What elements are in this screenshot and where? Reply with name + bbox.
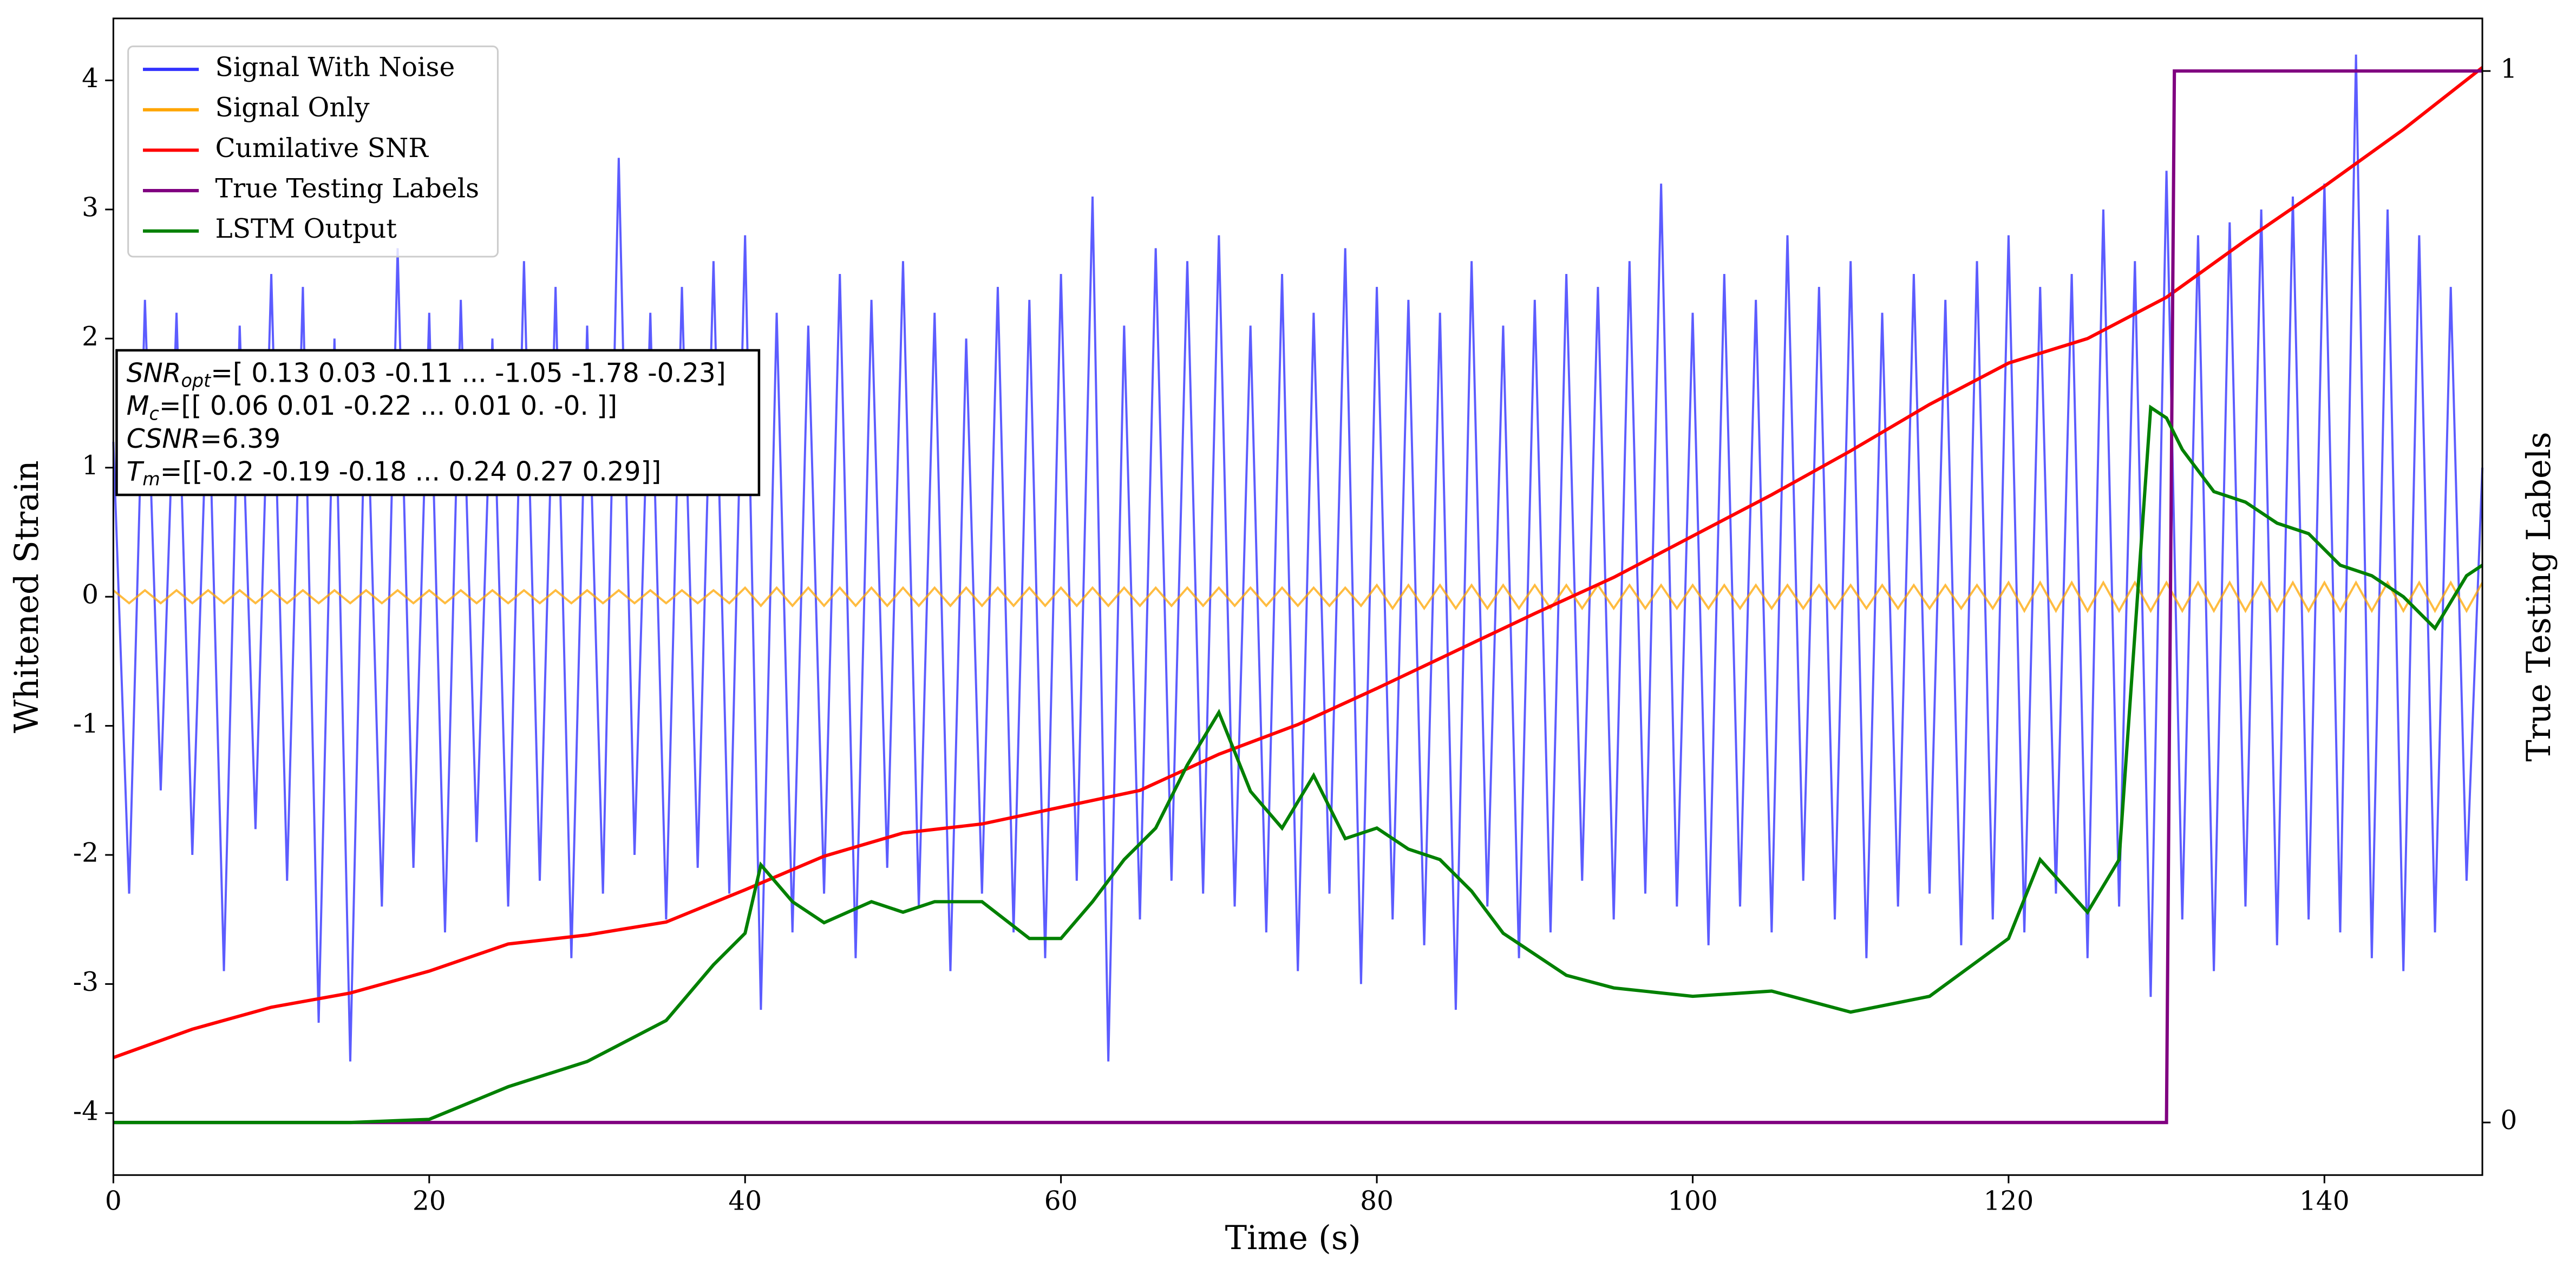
annotation: SNRopt=[ 0.13 0.03 -0.11 ... -1.05 -1.78… (115, 349, 761, 496)
x-tick-label: 120 (1984, 1186, 2034, 1216)
annotation-symbol: SNR (127, 358, 181, 389)
legend-label: Cumilative SNR (215, 133, 429, 164)
legend: Signal With Noise Signal Only Cumilative S… (127, 45, 499, 258)
y-tick-label: 4 (82, 63, 99, 94)
annotation-line: Mc=[[ 0.06 0.01 -0.22 ... 0.01 0. -0. ]] (127, 391, 617, 424)
legend-box (127, 45, 499, 258)
annotation-box (115, 349, 761, 496)
legend-label: Signal Only (215, 93, 370, 123)
series-line (113, 580, 2483, 613)
y2-axis-label: True Testing Labels (2520, 432, 2558, 762)
y-tick-label: -3 (73, 967, 99, 997)
annotation-symbol: T (127, 457, 145, 487)
legend-label: LSTM Output (215, 214, 397, 244)
x-tick-label: 100 (1668, 1186, 1718, 1216)
legend-label: True Testing Labels (215, 174, 480, 204)
annotation-line: Tm=[[-0.2 -0.19 -0.18 ... 0.24 0.27 0.29… (127, 457, 662, 490)
series-line (113, 404, 2483, 1125)
y-axis-label: Whitened Strain (8, 460, 46, 733)
y-tick-label: -1 (73, 709, 99, 739)
x-tick-label: 0 (105, 1186, 122, 1216)
y-tick-label: 2 (82, 322, 99, 352)
legend-label: Signal With Noise (215, 53, 455, 83)
x-tick-label: 80 (1360, 1186, 1394, 1216)
y-tick-label: 0 (82, 580, 99, 610)
annotation-text: =[ 0.13 0.03 -0.11 ... -1.05 -1.78 -0.23… (211, 358, 726, 389)
y-tick-label: -4 (73, 1096, 99, 1126)
annotation-symbol: M (127, 391, 149, 421)
x-axis-label: Time (s) (1225, 1219, 1361, 1257)
y-tick-label: 3 (82, 192, 99, 223)
x-tick-label: 40 (728, 1186, 762, 1216)
y2-tick-label: 0 (2500, 1106, 2517, 1136)
series-line (112, 54, 2484, 1062)
y2-tick-label: 1 (2500, 54, 2517, 84)
annotation-line: SNRopt=[ 0.13 0.03 -0.11 ... -1.05 -1.78… (127, 358, 726, 391)
series-line (113, 69, 2483, 1125)
annotation-text: =[[-0.2 -0.19 -0.18 ... 0.24 0.27 0.29]] (160, 457, 662, 487)
annotation-subscript: m (142, 468, 160, 489)
x-tick-label: 140 (2299, 1186, 2350, 1216)
y-tick-label: -2 (73, 838, 99, 868)
annotation-text: =[[ 0.06 0.01 -0.22 ... 0.01 0. -0. ]] (159, 391, 617, 421)
annotation-subscript: c (149, 403, 159, 424)
y-tick-label: 1 (82, 450, 99, 481)
annotation-subscript: opt (181, 370, 212, 391)
annotation-symbol: CSNR (127, 424, 200, 454)
plot-area (112, 54, 2484, 1125)
annotation-text: =6.39 (200, 424, 280, 454)
x-tick-label: 20 (413, 1186, 446, 1216)
x-tick-label: 60 (1044, 1186, 1078, 1216)
annotation-line: CSNR=6.39 (127, 424, 280, 454)
series-line (113, 66, 2483, 1060)
